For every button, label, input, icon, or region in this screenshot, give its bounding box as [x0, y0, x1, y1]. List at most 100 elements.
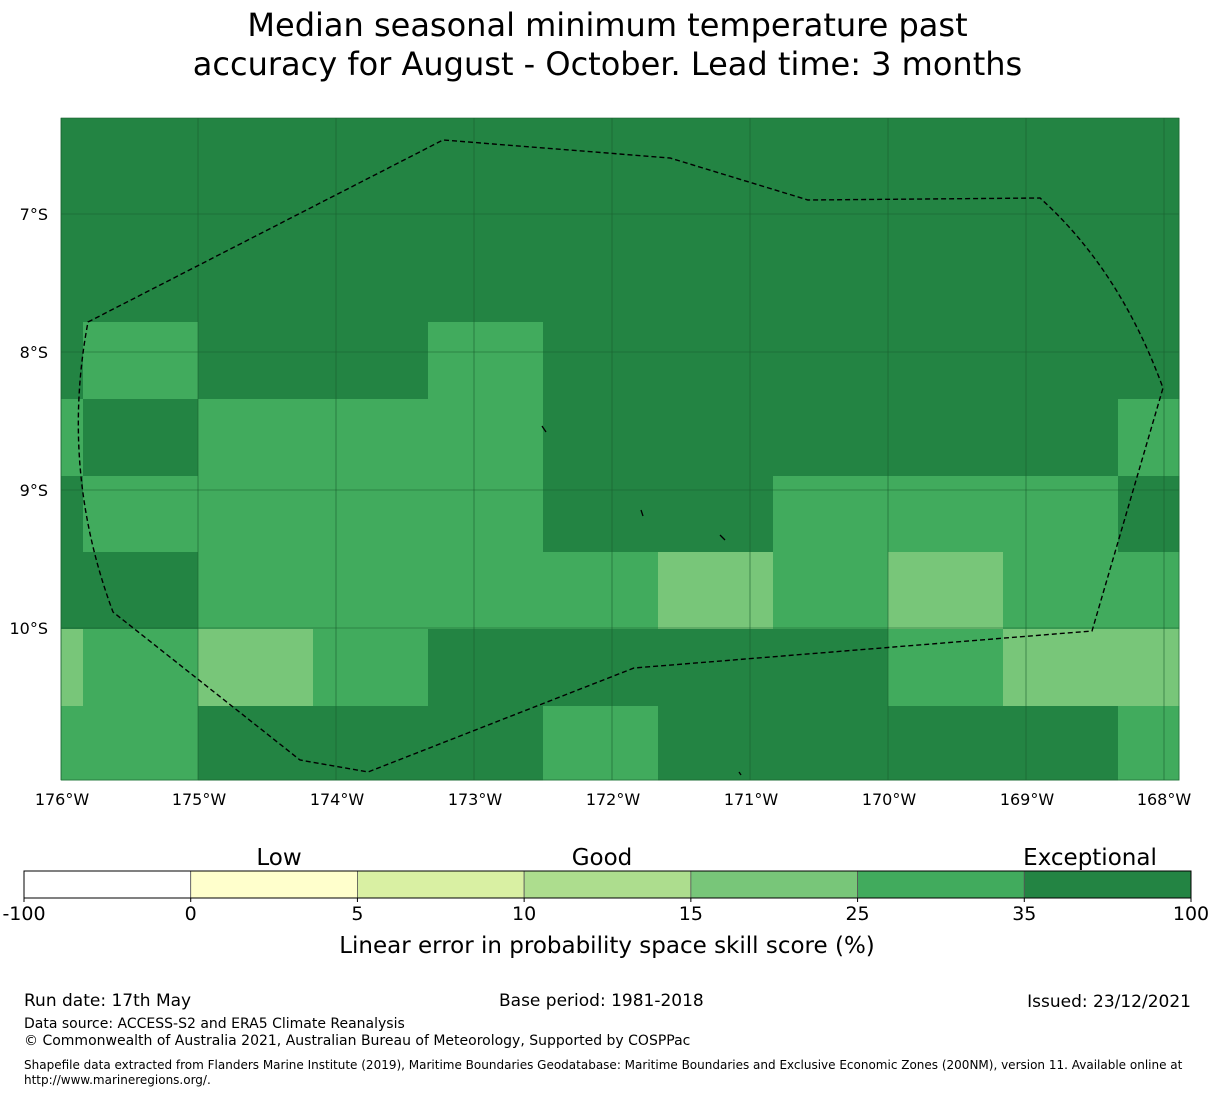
grid-cell	[313, 322, 429, 400]
island-mark	[719, 534, 726, 541]
latitude-label: 8°S	[20, 343, 48, 362]
grid-cell	[1003, 706, 1119, 781]
grid-cell	[773, 552, 889, 630]
longitude-label: 169°W	[1000, 790, 1055, 809]
grid-cell	[658, 476, 774, 553]
grid-cell	[1118, 706, 1180, 781]
colorbar-ticks: -100 0 5 10 15 25 35 100	[2, 898, 1209, 925]
grid-cell	[658, 706, 774, 781]
colorbar-segment	[357, 870, 525, 899]
latitude-label: 10°S	[9, 619, 48, 638]
grid-cell	[83, 706, 199, 781]
colorbar-tick-label: 100	[1173, 903, 1209, 925]
grid-cell	[313, 118, 429, 246]
longitude-label: 174°W	[310, 790, 365, 809]
copyright: © Commonwealth of Australia 2021, Austra…	[24, 1033, 691, 1049]
grid-cell	[888, 476, 1004, 553]
eez-boundary	[77, 139, 1164, 773]
grid-cell	[888, 322, 1004, 400]
grid-cell	[1003, 399, 1119, 477]
grid-cell	[1118, 245, 1180, 323]
grid-cell	[198, 629, 314, 707]
longitude-label: 176°W	[35, 790, 90, 809]
grid-cell	[61, 706, 84, 781]
latitude-labels: 7°S 8°S 9°S 10°S	[9, 205, 48, 638]
colorbar-tick-label: -100	[2, 903, 45, 925]
grid-cell	[313, 552, 429, 630]
grid-cell	[1118, 629, 1180, 707]
grid-cell	[1003, 476, 1119, 553]
latitude-label: 7°S	[20, 205, 48, 224]
base-period: Base period: 1981-2018	[499, 991, 704, 1011]
colorbar-segment	[690, 870, 858, 899]
grid-cell	[198, 552, 314, 630]
colorbar-segment	[857, 870, 1025, 899]
grid-cell	[428, 245, 544, 323]
colorbar-tick-label: 10	[512, 903, 536, 925]
colorbar-tick-label: 15	[679, 903, 703, 925]
grid-cell	[61, 399, 84, 477]
grid-cell	[888, 706, 1004, 781]
grid-cell	[1118, 118, 1180, 246]
grid-cell	[428, 706, 544, 781]
grid-cell	[773, 706, 889, 781]
colorbar-segment	[23, 870, 192, 899]
colorbar-label: Linear error in probability space skill …	[339, 933, 875, 959]
grid-cell	[428, 476, 544, 553]
island-mark	[738, 771, 742, 776]
colorbar-segment	[1023, 870, 1192, 899]
grid-cell	[658, 629, 774, 707]
longitude-label: 175°W	[172, 790, 227, 809]
longitude-label: 171°W	[724, 790, 779, 809]
grid-cell	[543, 118, 659, 246]
grid-cell	[888, 118, 1004, 246]
grid-cell	[543, 552, 659, 630]
grid-cell	[773, 118, 889, 246]
grid-cell	[313, 476, 429, 553]
colorbar-segment	[190, 870, 358, 899]
grid-cell	[198, 245, 314, 323]
category-label-good: Good	[572, 845, 633, 871]
skill-grid	[61, 118, 1180, 781]
category-label-low: Low	[256, 845, 301, 871]
grid-cell	[658, 552, 774, 630]
grid-cell	[658, 245, 774, 323]
grid-cell	[1003, 245, 1119, 323]
grid-cell	[83, 322, 199, 400]
run-date: Run date: 17th May	[24, 991, 192, 1011]
colorbar-tick-label: 5	[351, 903, 363, 925]
grid-cell	[313, 245, 429, 323]
grid-cell	[83, 629, 199, 707]
longitude-labels: 176°W 175°W 174°W 173°W 172°W 171°W 170°W 169°W…	[35, 790, 1192, 809]
grid-cell	[1003, 552, 1119, 630]
grid-cell	[313, 629, 429, 707]
map-frame	[60, 117, 1180, 781]
colorbar	[23, 870, 1192, 899]
grid-cell	[198, 118, 314, 246]
longitude-label: 168°W	[1137, 790, 1192, 809]
grid-cell	[83, 476, 199, 553]
colorbar-category-labels: Low Good Exceptional	[256, 845, 1156, 871]
grid-cell	[1003, 629, 1119, 707]
island-mark	[541, 425, 547, 433]
grid-cell	[543, 706, 659, 781]
island-mark	[640, 509, 644, 517]
grid-cell	[428, 552, 544, 630]
grid-cell	[428, 629, 544, 707]
grid-cell	[1118, 552, 1180, 630]
grid-cell	[83, 552, 199, 630]
grid-cell	[61, 322, 84, 400]
grid-cell	[773, 629, 889, 707]
grid-cell	[61, 476, 84, 553]
colorbar-tick-label: 35	[1012, 903, 1036, 925]
longitude-label: 172°W	[586, 790, 641, 809]
grid-cell	[543, 476, 659, 553]
issued-date: Issued: 23/12/2021	[1027, 992, 1191, 1012]
colorbar-segment	[523, 870, 692, 899]
title-line-1: Median seasonal minimum temperature past	[247, 6, 968, 44]
grid-cell	[61, 629, 84, 707]
grid-cell	[658, 322, 774, 400]
grid-cell	[83, 399, 199, 477]
grid-cell	[83, 245, 199, 323]
